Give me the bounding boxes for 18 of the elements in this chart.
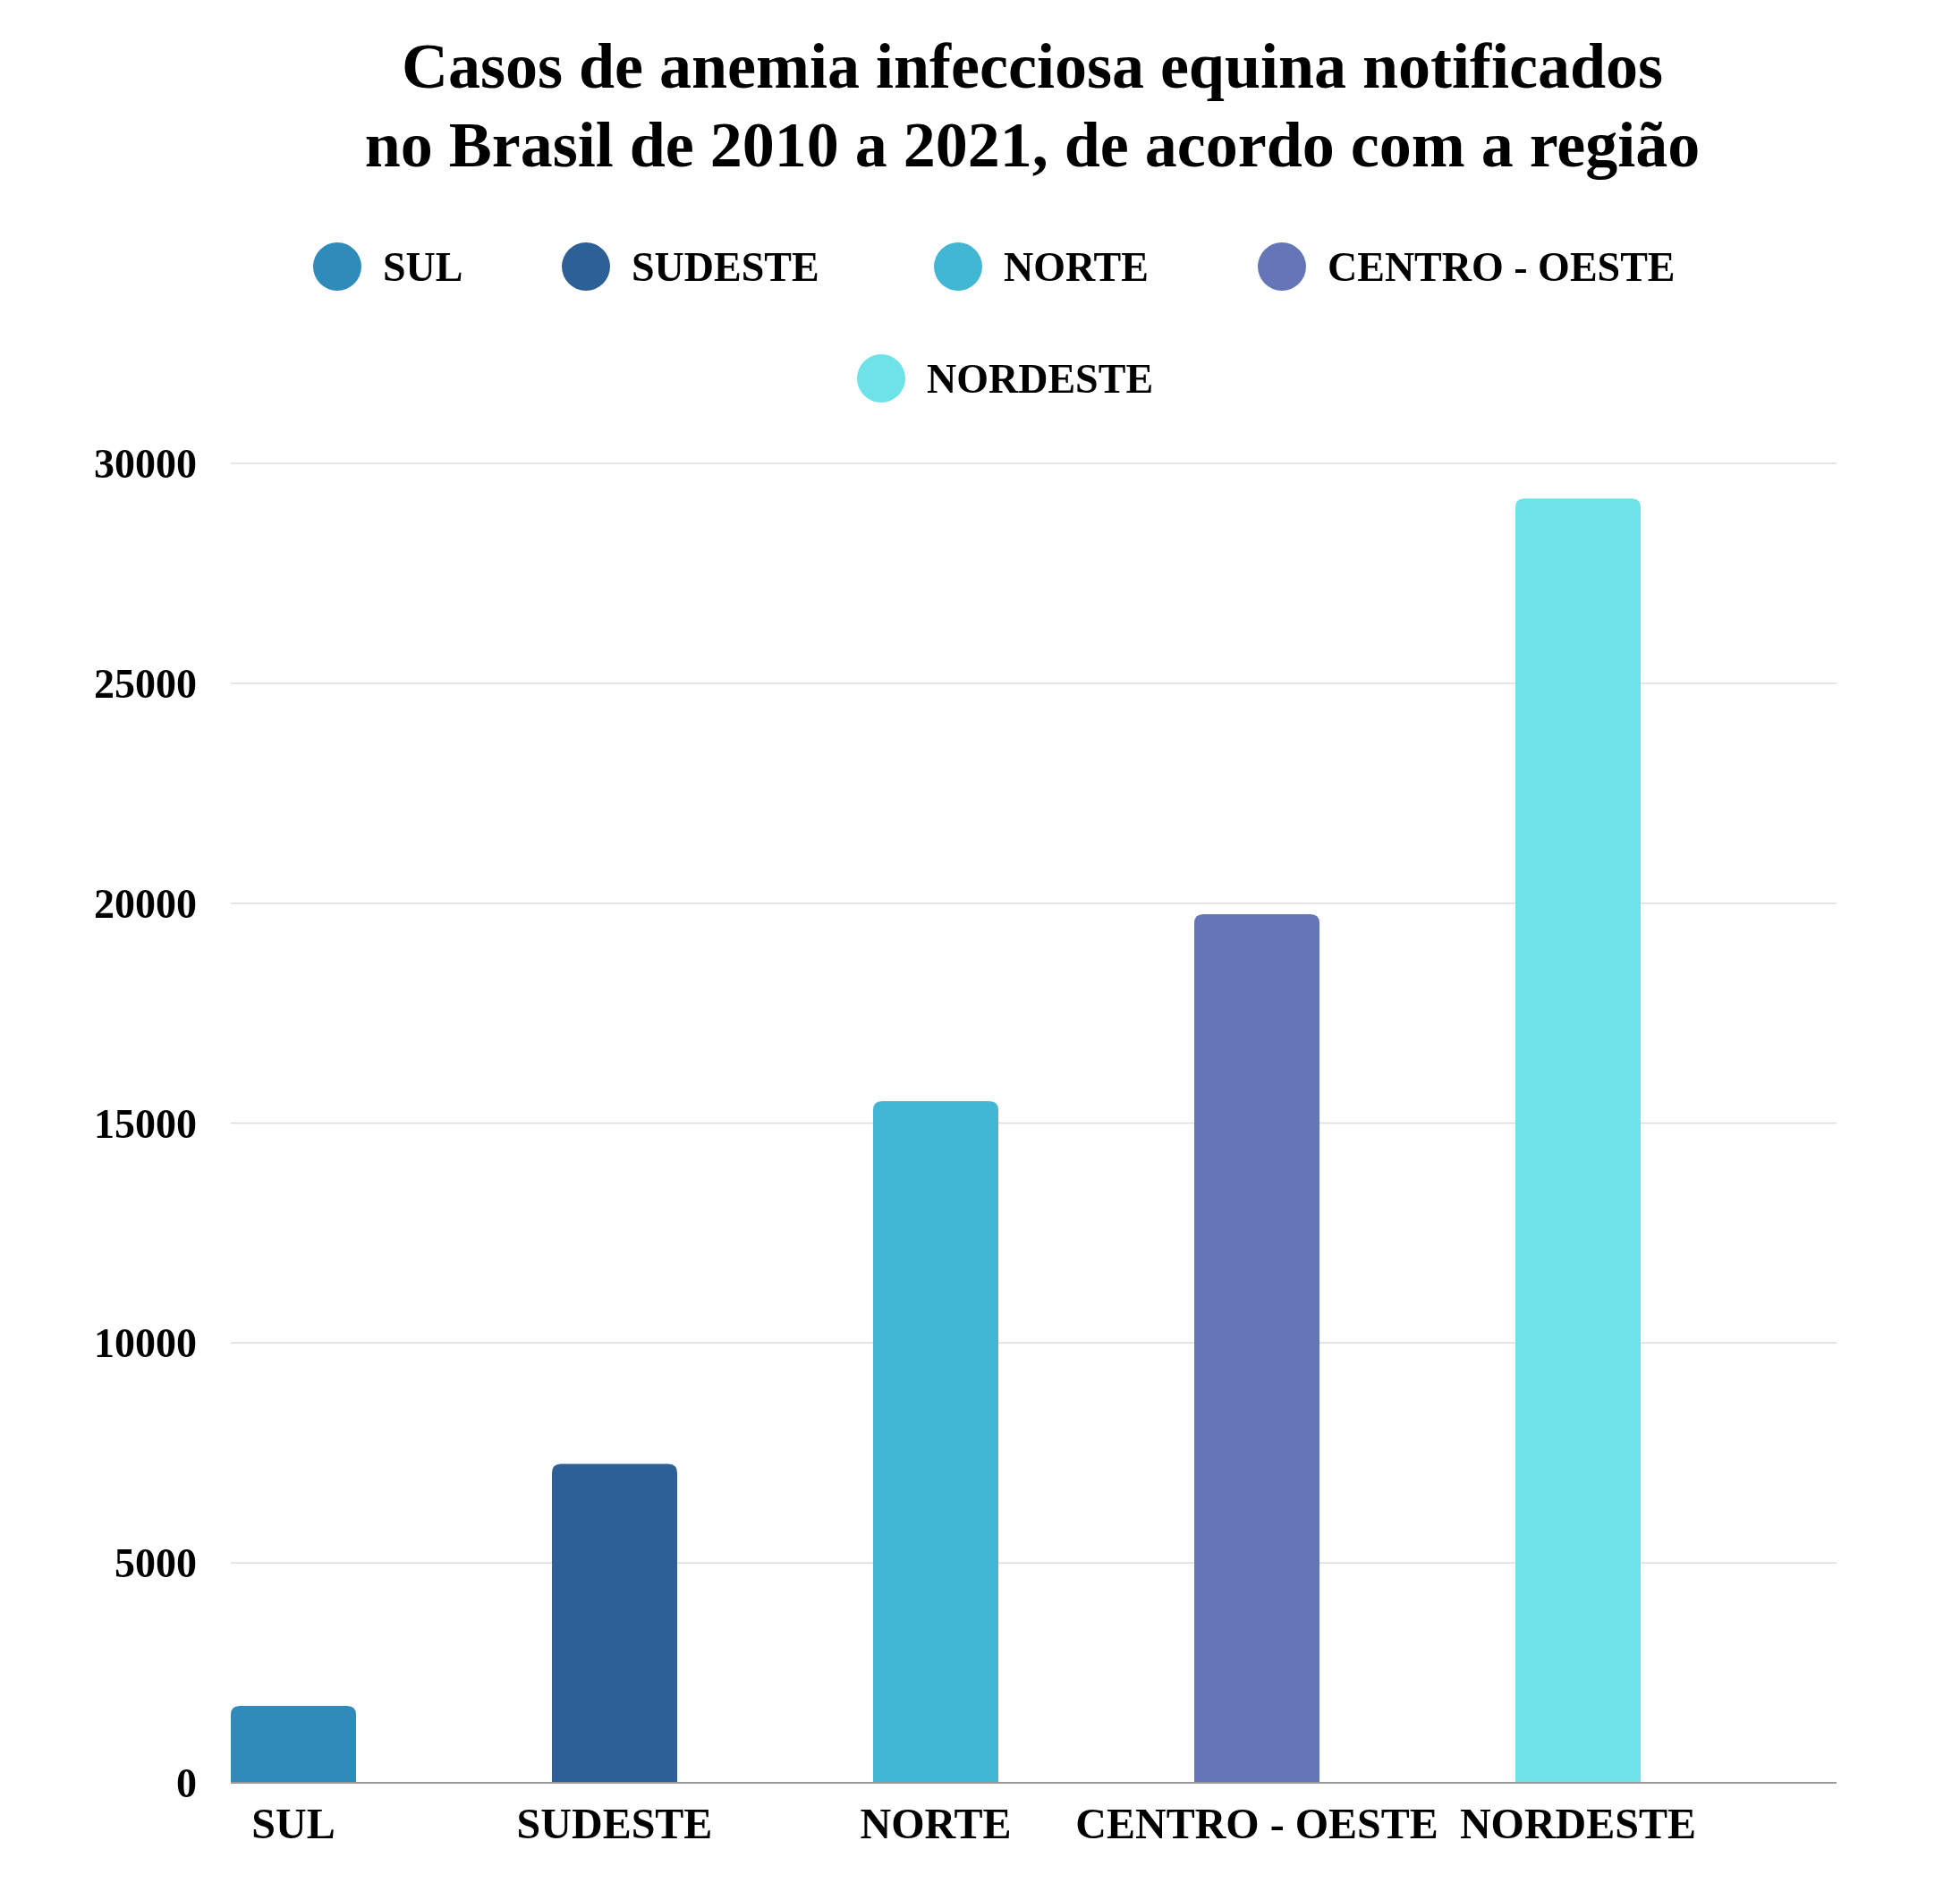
chart-title: Casos de anemia infecciosa equina notificados no Brasil de 2010 a 2021, de acordo com a região [364, 30, 1701, 181]
x-tick-label: NORDESTE [1459, 1800, 1697, 1847]
legend-label: CENTRO - OESTE [1328, 244, 1676, 290]
x-tick-label: SUDESTE [516, 1800, 713, 1847]
legend-label: NORDESTE [927, 356, 1154, 402]
y-tick-label: 20000 [94, 880, 197, 927]
x-tick-label: NORTE [860, 1800, 1012, 1847]
y-tick-label: 30000 [94, 441, 197, 487]
x-tick-label: CENTRO - OESTE [1075, 1800, 1438, 1847]
legend-label: NORTE [1004, 244, 1149, 290]
x-tick-label: SUL [251, 1800, 335, 1847]
y-tick-label: 15000 [94, 1100, 197, 1147]
y-tick-label: 25000 [94, 660, 197, 707]
legend-label: SUL [383, 244, 463, 290]
y-tick-label: 0 [176, 1760, 197, 1806]
y-tick-label: 10000 [94, 1320, 197, 1367]
y-tick-label: 5000 [115, 1540, 197, 1587]
legend-label: SUDESTE [632, 244, 819, 290]
